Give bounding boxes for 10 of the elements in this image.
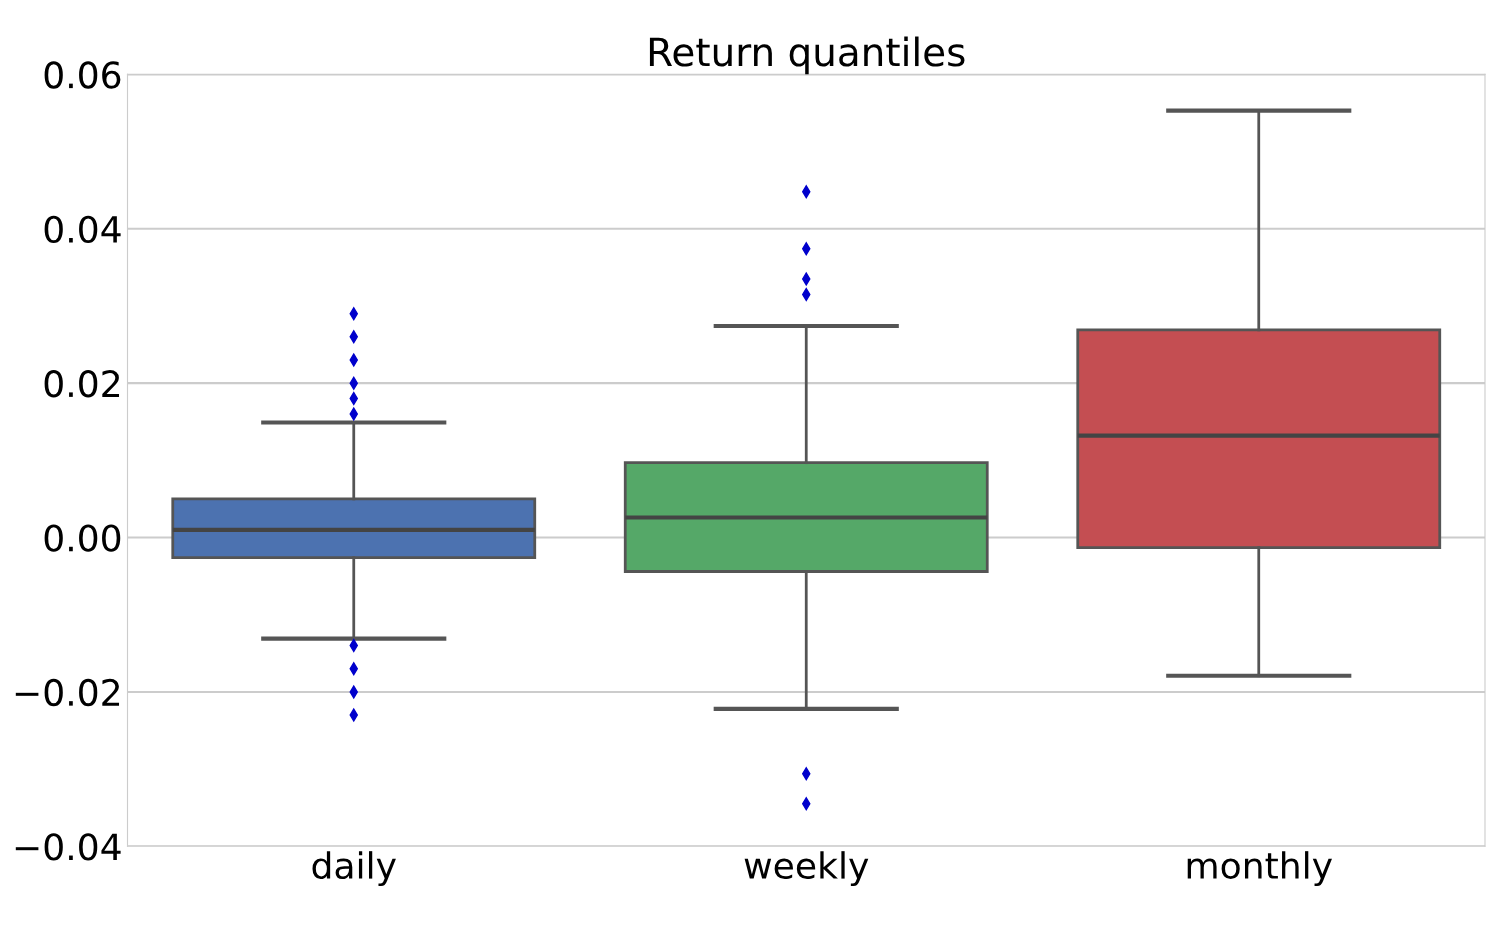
x-tick-label: monthly [1187, 851, 1332, 887]
chart-title: Return quantiles [649, 36, 965, 75]
x-tick-label: daily [312, 851, 396, 887]
y-tick-label: −0.02 [15, 678, 120, 707]
y-tick-label: 0.06 [44, 61, 121, 89]
y-tick-label: 0.00 [44, 524, 121, 552]
y-tick-label: 0.02 [44, 370, 120, 398]
x-tick-label: weekly [744, 851, 869, 887]
y-tick-label: 0.04 [44, 215, 121, 244]
y-tick-label: −0.04 [15, 833, 121, 861]
